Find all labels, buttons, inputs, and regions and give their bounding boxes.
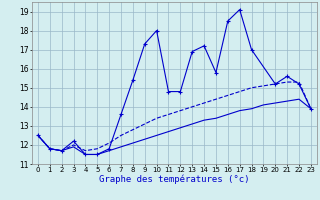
X-axis label: Graphe des températures (°c): Graphe des températures (°c) bbox=[99, 175, 250, 184]
